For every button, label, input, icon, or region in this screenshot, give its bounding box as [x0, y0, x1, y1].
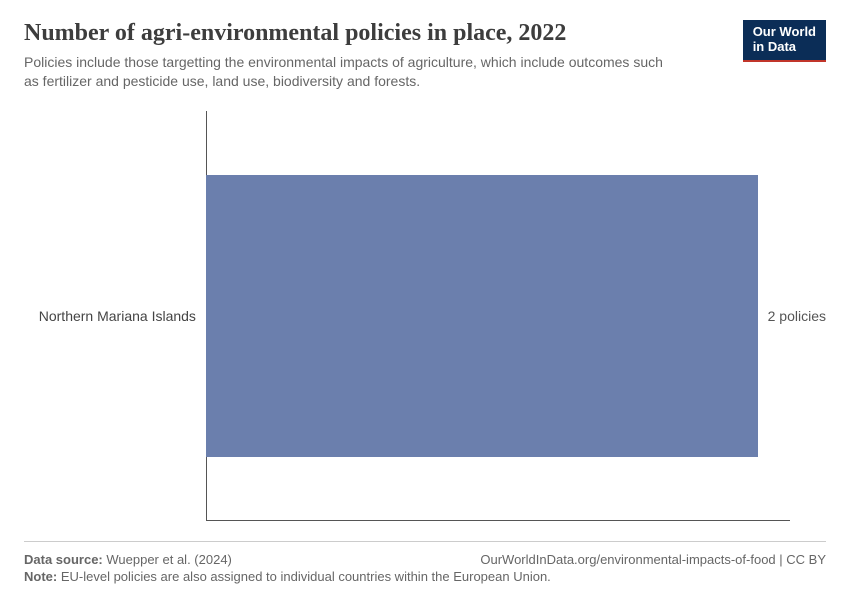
source-value: Wuepper et al. (2024): [106, 552, 232, 567]
header: Number of agri-environmental policies in…: [24, 20, 826, 91]
note-label: Note:: [24, 569, 57, 584]
logo-text: Our World in Data: [753, 24, 816, 54]
owid-logo: Our World in Data: [743, 20, 826, 62]
data-source: Data source: Wuepper et al. (2024): [24, 552, 232, 567]
chart-card: Number of agri-environmental policies in…: [0, 0, 850, 600]
footer-url: OurWorldInData.org/environmental-impacts…: [480, 552, 775, 567]
footer-license: CC BY: [786, 552, 826, 567]
source-label: Data source:: [24, 552, 103, 567]
x-axis-line: [206, 520, 790, 521]
bar-value-label: 2 policies: [758, 308, 826, 324]
chart-plot: Northern Mariana Islands 2 policies: [24, 111, 826, 521]
chart-title: Number of agri-environmental policies in…: [24, 20, 826, 47]
chart-subtitle: Policies include those targetting the en…: [24, 53, 664, 91]
bar-rect: [206, 175, 758, 457]
attribution: OurWorldInData.org/environmental-impacts…: [480, 552, 826, 567]
bar-label: Northern Mariana Islands: [24, 308, 206, 324]
bar-area: [206, 175, 758, 457]
footer: Data source: Wuepper et al. (2024) OurWo…: [24, 541, 826, 584]
note: Note: EU-level policies are also assigne…: [24, 569, 826, 584]
bar-row: Northern Mariana Islands 2 policies: [24, 175, 826, 457]
note-value: EU-level policies are also assigned to i…: [61, 569, 551, 584]
